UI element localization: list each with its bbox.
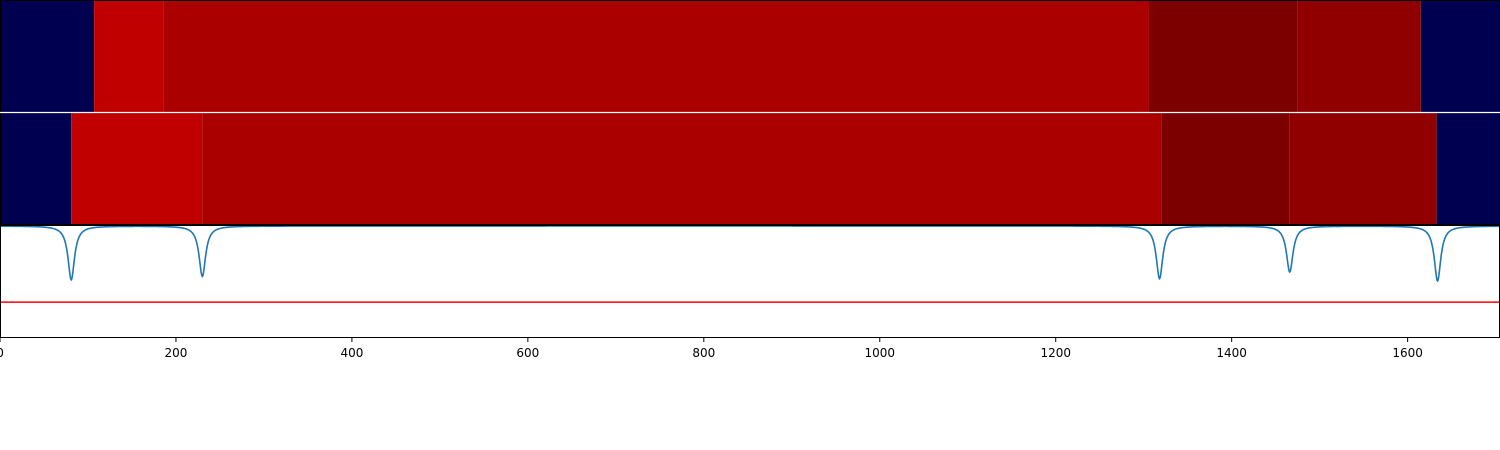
segment-1-3 — [163, 1, 1149, 113]
x-axis: 0 200 400 600 800 1000 1200 1400 1600 — [0, 338, 1423, 360]
x-tick-label-200: 200 — [164, 346, 187, 360]
segment-2-6 — [1436, 113, 1500, 225]
x-tick-label-1400: 1400 — [1216, 346, 1247, 360]
segment-2-5 — [1289, 113, 1437, 225]
segment-1-6 — [1420, 1, 1500, 113]
x-tick-label-0: 0 — [0, 346, 4, 360]
signal-panel — [0, 225, 1500, 303]
segment-2-2 — [71, 113, 203, 225]
x-tick-label-600: 600 — [516, 346, 539, 360]
segment-2-4 — [1161, 113, 1290, 225]
signal-trace — [0, 225, 1500, 283]
segment-row-1 — [0, 1, 1500, 113]
segment-row-2 — [0, 113, 1500, 225]
segment-2-3 — [202, 113, 1162, 225]
x-tick-label-800: 800 — [692, 346, 715, 360]
segment-2-1 — [0, 113, 72, 225]
x-tick-label-1200: 1200 — [1040, 346, 1071, 360]
segment-rows — [0, 1, 1500, 225]
x-tick-label-1600: 1600 — [1392, 346, 1423, 360]
signal-frame — [0, 225, 1500, 338]
segment-1-4 — [1148, 1, 1298, 113]
x-tick-label-1000: 1000 — [864, 346, 895, 360]
segment-1-1 — [0, 1, 95, 113]
segment-1-2 — [94, 1, 164, 113]
segment-1-5 — [1297, 1, 1421, 113]
x-tick-label-400: 400 — [340, 346, 363, 360]
